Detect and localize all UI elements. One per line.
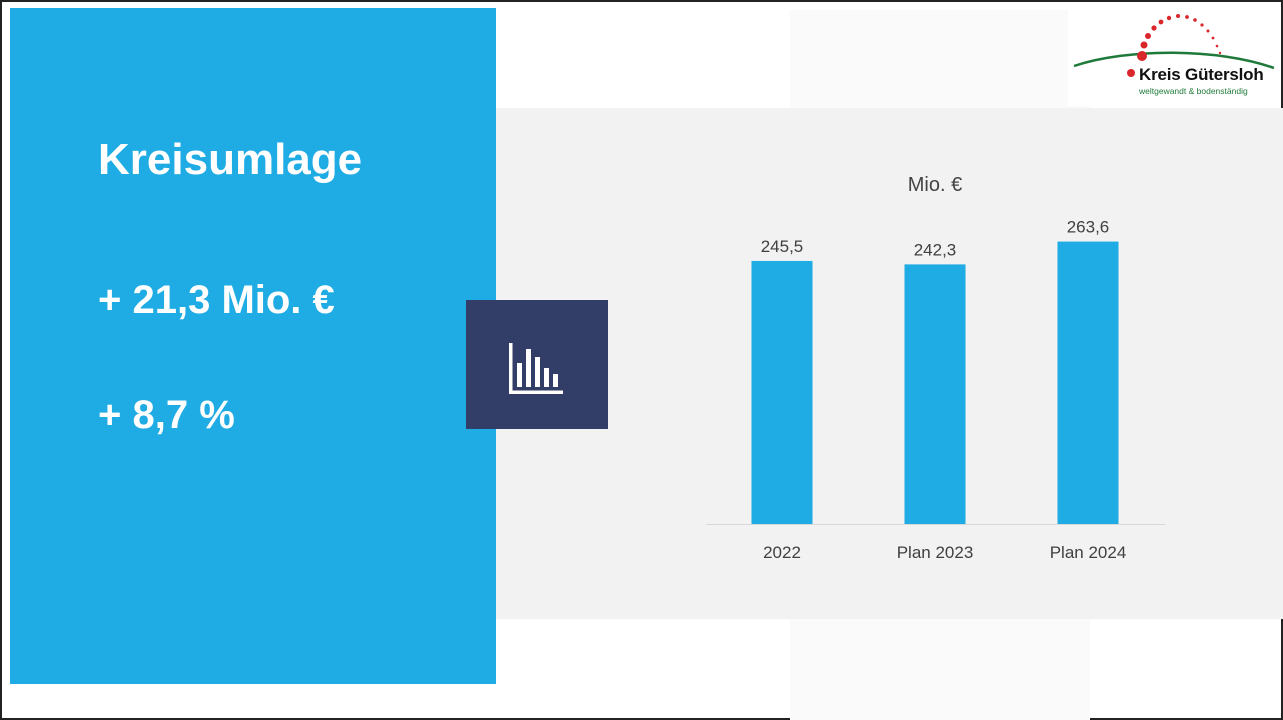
chart-area: Mio. € 245,5 2022 242,3 Plan 2023 263,6 Plan 2…	[496, 108, 1283, 619]
kpi-panel	[10, 8, 496, 684]
slide-title: Kreisumlage	[98, 135, 363, 184]
logo-name: Kreis Gütersloh	[1139, 65, 1264, 84]
data-label: 245,5	[761, 237, 804, 256]
percent-change: + 8,7 %	[98, 393, 235, 437]
logo: Kreis Gütersloh weltgewandt & bodenständ…	[1068, 10, 1278, 106]
absolute-change: + 21,3 Mio. €	[98, 278, 335, 322]
x-tick-label: Plan 2023	[897, 543, 974, 562]
logo-arc-icon	[1073, 14, 1275, 77]
logo-tagline: weltgewandt & bodenständig	[1139, 86, 1248, 96]
bar	[904, 264, 966, 524]
bar-chart: Mio. € 245,5 2022 242,3 Plan 2023 263,6 Plan 2…	[706, 174, 1165, 562]
x-tick-label: Plan 2024	[1050, 543, 1127, 562]
x-tick-label: 2022	[763, 543, 801, 562]
bar	[751, 260, 813, 524]
chart-title: Mio. €	[908, 174, 962, 196]
data-label: 263,6	[1067, 218, 1110, 237]
bar	[1057, 241, 1119, 525]
chart-icon-tile	[466, 300, 608, 429]
bar-chart-icon	[509, 343, 563, 394]
data-label: 242,3	[914, 240, 957, 259]
